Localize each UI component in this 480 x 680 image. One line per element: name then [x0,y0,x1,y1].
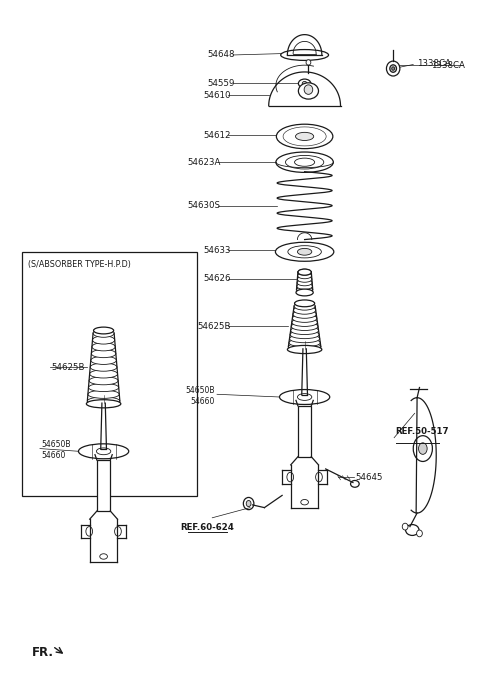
Ellipse shape [78,444,129,459]
Ellipse shape [292,314,317,322]
Ellipse shape [419,443,427,454]
Text: 54645: 54645 [356,473,384,481]
Text: 54660: 54660 [41,451,66,460]
Ellipse shape [299,79,311,88]
Ellipse shape [276,124,333,149]
Ellipse shape [390,65,396,72]
Ellipse shape [288,129,322,144]
Ellipse shape [294,302,315,310]
Ellipse shape [295,158,315,167]
Ellipse shape [283,127,326,146]
Text: 54650B: 54650B [41,440,71,449]
FancyBboxPatch shape [298,406,312,457]
Text: 54630S: 54630S [188,201,221,210]
Text: 54633: 54633 [203,246,230,255]
Text: 54610: 54610 [203,90,230,99]
Text: 54626: 54626 [203,275,230,284]
Ellipse shape [89,377,118,385]
Ellipse shape [94,327,114,334]
Ellipse shape [91,356,117,364]
Text: REF.50-517: REF.50-517 [396,427,449,437]
Ellipse shape [299,83,319,99]
Ellipse shape [392,67,395,70]
Ellipse shape [298,273,312,279]
Text: (S/ABSORBER TYPE-H.P.D): (S/ABSORBER TYPE-H.P.D) [28,260,131,269]
Ellipse shape [296,289,313,296]
Ellipse shape [92,343,115,351]
Ellipse shape [288,345,322,354]
Ellipse shape [297,276,312,282]
Ellipse shape [276,242,334,261]
Ellipse shape [286,156,324,169]
Ellipse shape [93,329,114,337]
Ellipse shape [295,300,315,307]
Ellipse shape [243,498,254,509]
Ellipse shape [298,269,312,275]
Text: 54650B: 54650B [186,386,215,394]
Ellipse shape [88,390,120,398]
Ellipse shape [88,384,119,392]
Ellipse shape [298,394,312,401]
Ellipse shape [386,61,400,76]
Ellipse shape [93,336,115,344]
Ellipse shape [298,269,312,275]
Ellipse shape [279,390,330,405]
Ellipse shape [290,330,319,339]
Ellipse shape [402,523,408,530]
Ellipse shape [293,306,316,314]
Ellipse shape [417,530,422,537]
Text: 54559: 54559 [208,79,235,88]
Ellipse shape [302,82,307,86]
Ellipse shape [296,133,314,141]
Text: 1338CA: 1338CA [417,58,451,67]
Ellipse shape [87,397,120,405]
Ellipse shape [90,363,117,371]
Text: 54625B: 54625B [51,362,84,372]
Text: 1338CA: 1338CA [431,61,465,69]
Ellipse shape [293,310,316,318]
Ellipse shape [297,279,312,286]
Text: REF.60-624: REF.60-624 [180,523,234,532]
Ellipse shape [91,350,116,358]
Ellipse shape [297,287,313,293]
FancyBboxPatch shape [97,460,110,511]
Ellipse shape [291,322,318,330]
Ellipse shape [290,326,319,335]
Ellipse shape [292,318,317,326]
Ellipse shape [288,245,322,258]
Ellipse shape [276,152,333,173]
Ellipse shape [297,283,312,289]
Ellipse shape [90,370,118,378]
Ellipse shape [301,500,309,505]
Ellipse shape [100,554,108,559]
Text: 54660: 54660 [191,396,215,405]
Ellipse shape [246,500,251,507]
Ellipse shape [281,50,328,61]
Ellipse shape [86,400,121,408]
Ellipse shape [306,60,311,65]
Text: 54625B: 54625B [197,322,230,331]
Ellipse shape [288,343,321,351]
Ellipse shape [289,335,320,343]
Ellipse shape [96,448,111,455]
Ellipse shape [413,436,432,462]
Text: FR.: FR. [32,646,54,659]
Text: 54612: 54612 [203,131,230,139]
Ellipse shape [406,524,419,535]
Ellipse shape [298,248,312,255]
Text: 54648: 54648 [208,50,235,59]
Ellipse shape [304,85,313,95]
Ellipse shape [289,339,320,347]
Text: 54623A: 54623A [188,158,221,167]
Ellipse shape [350,481,359,488]
